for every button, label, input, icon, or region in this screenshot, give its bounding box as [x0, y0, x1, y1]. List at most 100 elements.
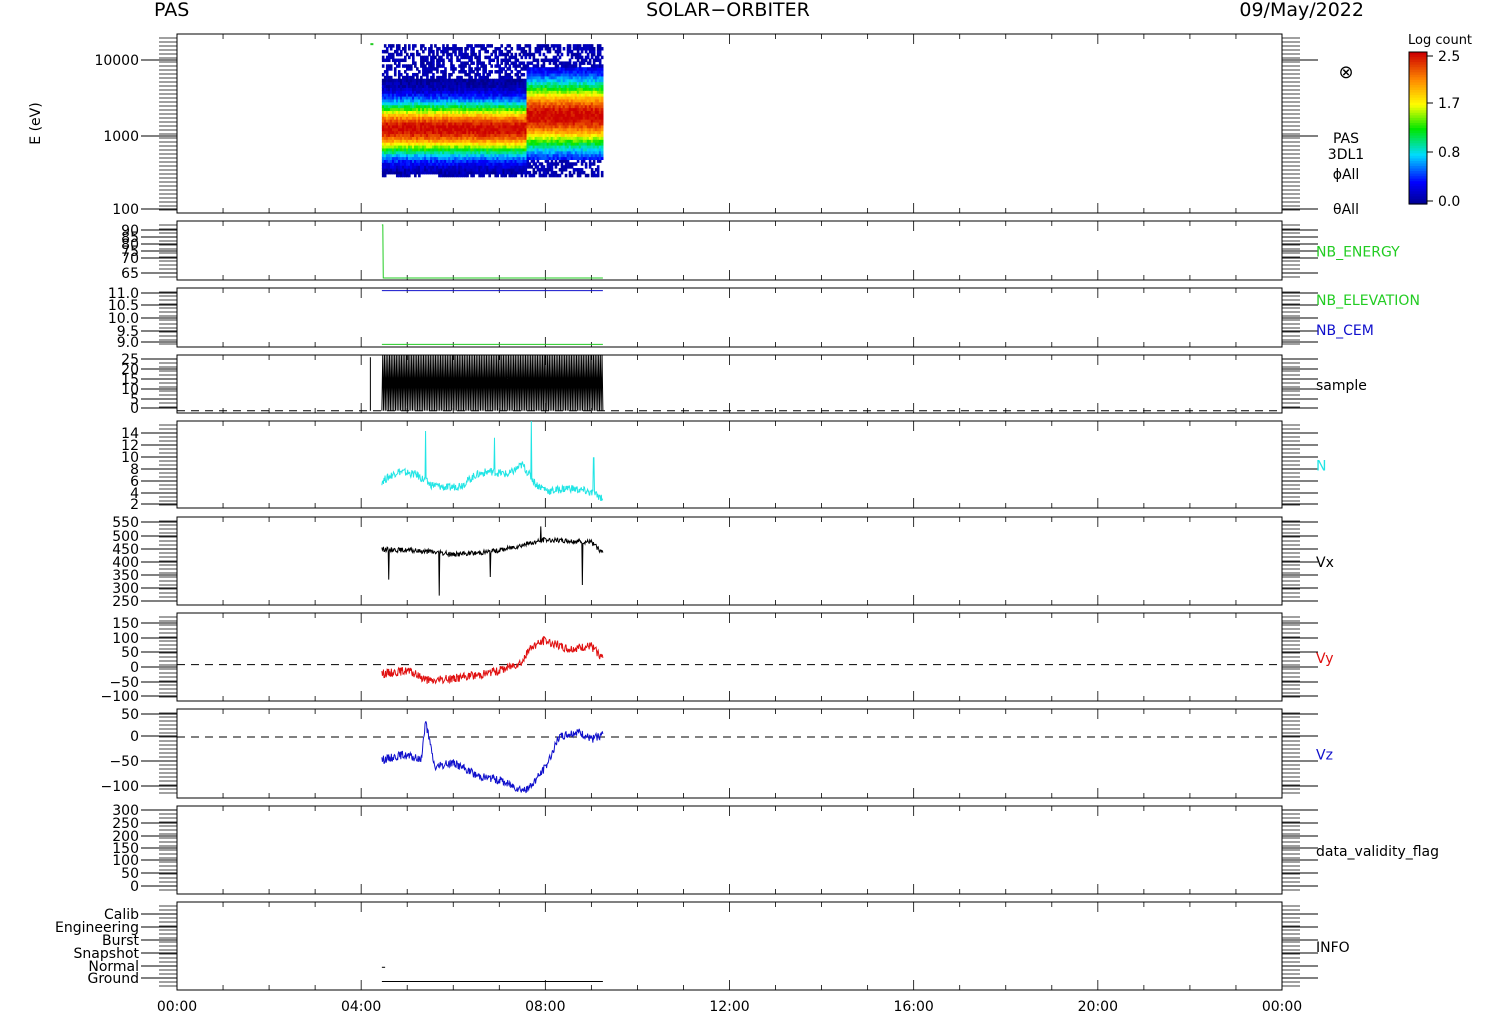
spectrogram-cell: [389, 107, 393, 112]
spectrogram-cell: [389, 168, 393, 172]
spectrogram-cell: [470, 55, 473, 60]
spectrogram-cell: [540, 64, 544, 68]
spectrogram-cell: [542, 44, 546, 48]
spectrogram-cell: [598, 98, 602, 103]
spectrogram-cell: [474, 96, 477, 100]
spectrogram-cell: [562, 127, 566, 132]
spectrogram-cell: [474, 72, 477, 77]
spectrogram-cell: [385, 150, 389, 155]
spectrogram-cell: [436, 147, 439, 152]
spectrogram-cell: [526, 139, 530, 143]
spectrogram-cell: [474, 147, 477, 152]
spectrogram-cell: [520, 49, 524, 54]
side-label: Vx: [1316, 555, 1334, 571]
spectrogram-cell: [540, 124, 544, 129]
spectrogram-cell: [395, 107, 399, 112]
spectrogram-cell: [452, 173, 455, 178]
spectrogram-cell: [504, 104, 508, 109]
spectrogram-cell: [496, 159, 500, 163]
spectrogram-cell: [594, 72, 598, 77]
spectrogram-cell: [574, 142, 578, 146]
spectrogram-cell: [381, 72, 385, 77]
spectrogram-cell: [598, 67, 602, 71]
spectrogram-early-mark: [370, 43, 374, 46]
tick-label: 11.0: [108, 286, 139, 302]
spectrogram-cell: [418, 93, 421, 97]
spectrogram-cell: [548, 142, 552, 146]
spectrogram-cell: [526, 81, 530, 86]
spectrogram-cell: [389, 84, 393, 88]
side-label: Vz: [1316, 748, 1333, 764]
spectrogram-cell: [538, 153, 542, 158]
spectrogram-cell: [574, 72, 578, 77]
spectrogram-cell: [466, 156, 469, 160]
spectrogram-cell: [588, 147, 592, 152]
spectrogram-cell: [522, 67, 526, 71]
spectrogram-cell: [460, 121, 463, 126]
spectrogram-cell: [410, 168, 413, 172]
spectrogram-cell: [385, 156, 389, 160]
spectrogram-cell: [596, 81, 600, 86]
spectrogram-cell: [466, 47, 469, 51]
spectrogram-cell: [584, 90, 588, 94]
spectrogram-cell: [502, 130, 506, 135]
spectrogram-cell: [504, 98, 508, 103]
spectrogram-cell: [395, 101, 399, 106]
spectrogram-cell: [401, 58, 405, 63]
spectrogram-cell: [518, 98, 522, 103]
spectrogram-cell: [578, 98, 582, 103]
spectrogram-cell: [432, 124, 435, 129]
spectrogram-cell: [520, 136, 524, 140]
spectrogram-cell: [596, 47, 600, 51]
spectrogram-cell: [592, 130, 596, 135]
tick-label: 20: [121, 362, 139, 378]
spectrogram-cell: [432, 130, 435, 135]
spectrogram-cell: [410, 87, 413, 91]
spectrogram-cell: [542, 104, 546, 109]
spectrogram-cell: [448, 153, 451, 158]
spectrogram-cell: [590, 119, 594, 123]
spectrogram-cell: [504, 87, 508, 91]
spectrogram-cell: [405, 52, 409, 57]
spectrogram-cell: [566, 139, 570, 143]
spectrogram-cell: [564, 64, 568, 68]
colorbar-tick-label: 0.0: [1438, 194, 1460, 210]
spectrogram-cell: [401, 133, 405, 137]
spectrogram-cell: [383, 75, 387, 80]
spectrogram-cell: [598, 110, 602, 114]
spectrogram-cell: [395, 136, 399, 140]
spectrogram-cell: [508, 98, 512, 103]
spectrogram-cell: [450, 121, 453, 126]
spectrogram-cell: [596, 116, 600, 120]
spectrogram-cell: [564, 153, 568, 158]
spectrogram-cell: [520, 147, 524, 152]
spectrogram-cell: [399, 81, 403, 86]
spectrogram-cell: [454, 49, 457, 54]
spectrogram-cell: [554, 116, 558, 120]
spectrogram-cell: [566, 110, 570, 114]
spectrogram-cell: [381, 165, 385, 169]
spectrogram-cell: [416, 121, 419, 126]
spectrogram-cell: [466, 116, 469, 120]
spectrogram-cell: [518, 139, 522, 143]
spectrogram-cell: [486, 127, 489, 132]
spectrogram-cell: [430, 93, 433, 97]
spectrogram-cell: [397, 156, 401, 160]
spectrogram-cell: [482, 47, 485, 51]
spectrogram-cell: [480, 168, 483, 172]
spectrogram-cell: [560, 136, 564, 140]
spectrogram-cell: [472, 101, 475, 106]
spectrogram-cell: [594, 130, 598, 135]
spectrogram-cell: [546, 70, 550, 74]
spectrogram-cell: [436, 119, 439, 123]
spectrogram-cell: [496, 78, 500, 83]
spectrogram-cell: [480, 173, 483, 178]
spectrogram-cell: [416, 87, 419, 91]
spectrogram-cell: [458, 78, 461, 83]
spectrogram-cell: [508, 96, 512, 100]
spectrogram-cell: [474, 90, 477, 94]
spectrogram-cell: [578, 78, 582, 83]
spectrogram-cell: [516, 159, 520, 163]
spectrogram-cell: [470, 116, 473, 120]
spectrogram-cell: [510, 119, 514, 123]
